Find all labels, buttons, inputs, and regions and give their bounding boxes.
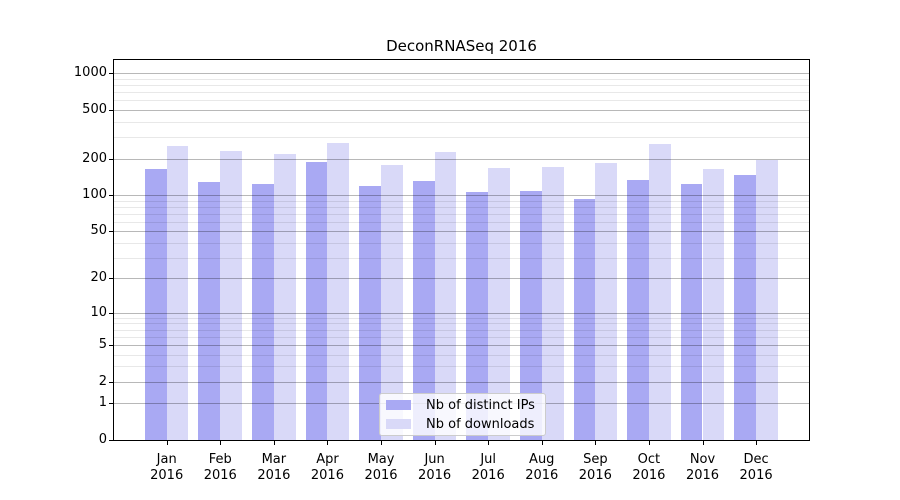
bar-downloads	[166, 145, 189, 440]
bar-downloads	[273, 154, 296, 440]
bar-distinct-ips	[627, 179, 649, 440]
x-tick-label: Dec 2016	[740, 452, 773, 484]
bar-downloads	[381, 164, 403, 440]
x-tick-mark	[488, 441, 490, 445]
legend: Nb of distinct IPs Nb of downloads	[379, 393, 546, 436]
y-tick-label: 1000	[73, 65, 107, 81]
bar-distinct-ips	[412, 180, 435, 440]
x-tick-mark	[273, 441, 275, 445]
y-tick-label: 10	[90, 304, 107, 320]
x-tick-label: Oct 2016	[632, 452, 665, 484]
x-tick-label: Jun 2016	[418, 452, 451, 484]
x-tick-year: 2016	[685, 468, 720, 483]
x-tick-label: Nov 2016	[686, 452, 719, 484]
x-tick-month: Jun	[424, 452, 445, 467]
x-tick-month: Dec	[743, 452, 769, 467]
legend-label-downloads: Nb of downloads	[426, 416, 535, 432]
legend-label-distinct-ips: Nb of distinct IPs	[426, 397, 535, 413]
bar-distinct-ips	[359, 185, 382, 440]
x-tick-year: 2016	[418, 468, 452, 483]
x-tick-month: Oct	[637, 452, 661, 467]
legend-swatch-downloads-icon	[386, 419, 411, 429]
x-tick-label: Sep 2016	[579, 452, 612, 484]
x-tick-month: Jan	[156, 452, 177, 467]
x-tick-month: Mar	[261, 452, 287, 467]
x-tick-year: 2016	[203, 468, 237, 483]
x-tick-mark	[756, 441, 758, 445]
x-tick-mark	[166, 441, 168, 445]
x-tick-month: Feb	[208, 452, 232, 467]
bar-distinct-ips	[680, 184, 703, 440]
x-tick-month: Nov	[689, 452, 716, 467]
bar-downloads	[595, 162, 618, 440]
y-tick-label: 2	[98, 373, 107, 389]
y-tick-label: 20	[90, 270, 107, 286]
bar-downloads	[756, 160, 778, 440]
legend-item-downloads: Nb of downloads	[386, 417, 545, 432]
x-tick-year: 2016	[578, 468, 612, 483]
x-tick-month: Jul	[480, 452, 497, 467]
x-tick-label: Aug 2016	[525, 452, 558, 484]
y-tick-label: 1	[98, 395, 107, 411]
legend-swatch-distinct-ips-icon	[386, 400, 411, 410]
x-tick-label: Jan 2016	[150, 452, 183, 484]
x-tick-mark	[541, 441, 543, 445]
x-tick-mark	[434, 441, 436, 445]
chart-title: DeconRNASeq 2016	[386, 37, 537, 55]
x-tick-mark	[327, 441, 329, 445]
x-tick-year: 2016	[310, 468, 344, 483]
legend-item-distinct-ips: Nb of distinct IPs	[386, 398, 545, 413]
bar-distinct-ips	[734, 175, 757, 440]
x-tick-label: May 2016	[364, 452, 397, 484]
bar-downloads	[488, 168, 510, 440]
bar-downloads	[702, 169, 725, 440]
x-tick-year: 2016	[471, 468, 505, 483]
x-tick-mark	[220, 441, 222, 445]
x-tick-mark	[648, 441, 650, 445]
bar-distinct-ips	[144, 169, 167, 440]
x-tick-year: 2016	[632, 468, 666, 483]
plot-area	[113, 59, 810, 441]
bar-distinct-ips	[519, 191, 542, 440]
y-tick-label: 200	[82, 150, 107, 166]
x-tick-month: Aug	[529, 452, 555, 467]
x-tick-month: Apr	[316, 452, 339, 467]
y-tick-label: 500	[82, 102, 107, 118]
x-tick-mark	[595, 441, 597, 445]
x-tick-mark	[702, 441, 704, 445]
x-tick-year: 2016	[257, 468, 291, 483]
bar-distinct-ips	[305, 161, 328, 440]
x-tick-year: 2016	[525, 468, 559, 483]
bar-downloads	[220, 151, 243, 440]
bar-downloads	[541, 166, 564, 440]
x-tick-label: Apr 2016	[311, 452, 344, 484]
bar-downloads	[648, 143, 671, 440]
x-tick-year: 2016	[150, 468, 184, 483]
y-tick-label: 100	[82, 187, 107, 203]
bar-downloads	[327, 142, 350, 440]
bar-distinct-ips	[573, 199, 596, 440]
x-tick-mark	[381, 441, 383, 445]
bars-layer	[114, 60, 809, 440]
x-tick-year: 2016	[739, 468, 773, 483]
bar-distinct-ips	[466, 192, 489, 440]
bar-distinct-ips	[198, 181, 221, 440]
y-tick-label: 50	[90, 223, 107, 239]
bar-distinct-ips	[252, 183, 274, 440]
y-tick-label: 5	[98, 336, 107, 352]
x-tick-month: May	[367, 452, 395, 467]
x-tick-label: Jul 2016	[472, 452, 505, 484]
bar-downloads	[434, 152, 457, 440]
x-tick-label: Mar 2016	[257, 452, 290, 484]
x-tick-year: 2016	[364, 468, 398, 483]
x-tick-label: Feb 2016	[204, 452, 237, 484]
y-tick-label: 0	[98, 432, 107, 447]
x-tick-month: Sep	[583, 452, 608, 467]
